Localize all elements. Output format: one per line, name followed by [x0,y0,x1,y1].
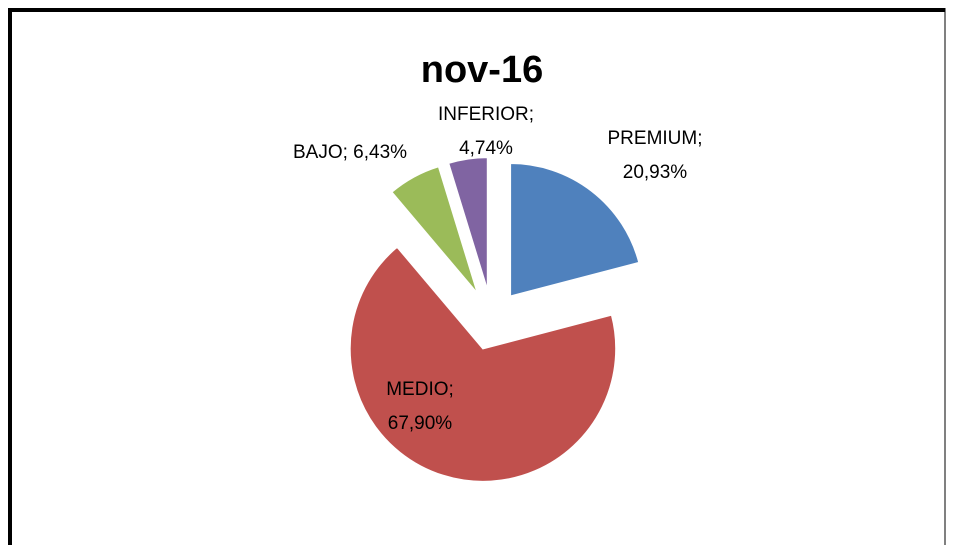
data-label: INFERIOR; [438,104,534,125]
data-label: 4,74% [459,138,513,159]
data-label: 67,90% [388,413,453,434]
pie-slice [447,156,489,291]
data-label: BAJO; 6,43% [293,142,407,163]
chart-title: nov-16 [421,49,543,91]
pie-slice [349,245,617,483]
pie-slice [509,162,640,298]
data-label: PREMIUM; [608,128,703,149]
data-label: 20,93% [623,162,688,183]
pie-slice [390,165,479,295]
data-label: MEDIO; [386,379,454,400]
